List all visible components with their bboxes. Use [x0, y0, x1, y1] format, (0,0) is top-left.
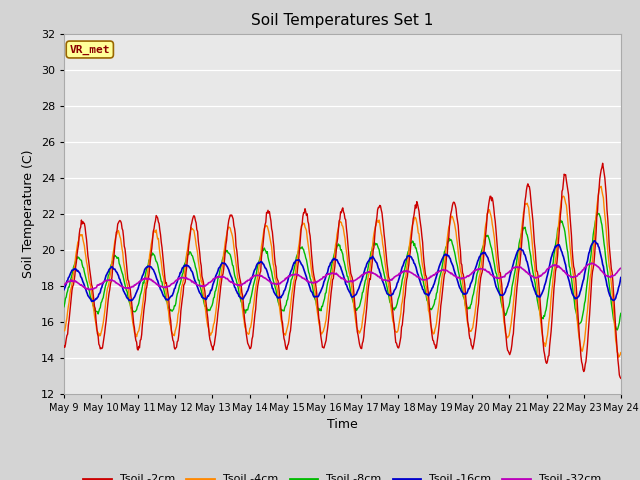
Title: Soil Temperatures Set 1: Soil Temperatures Set 1	[252, 13, 433, 28]
X-axis label: Time: Time	[327, 418, 358, 431]
Y-axis label: Soil Temperature (C): Soil Temperature (C)	[22, 149, 35, 278]
Legend: Tsoil -2cm, Tsoil -4cm, Tsoil -8cm, Tsoil -16cm, Tsoil -32cm: Tsoil -2cm, Tsoil -4cm, Tsoil -8cm, Tsoi…	[79, 470, 606, 480]
Text: VR_met: VR_met	[70, 44, 110, 55]
